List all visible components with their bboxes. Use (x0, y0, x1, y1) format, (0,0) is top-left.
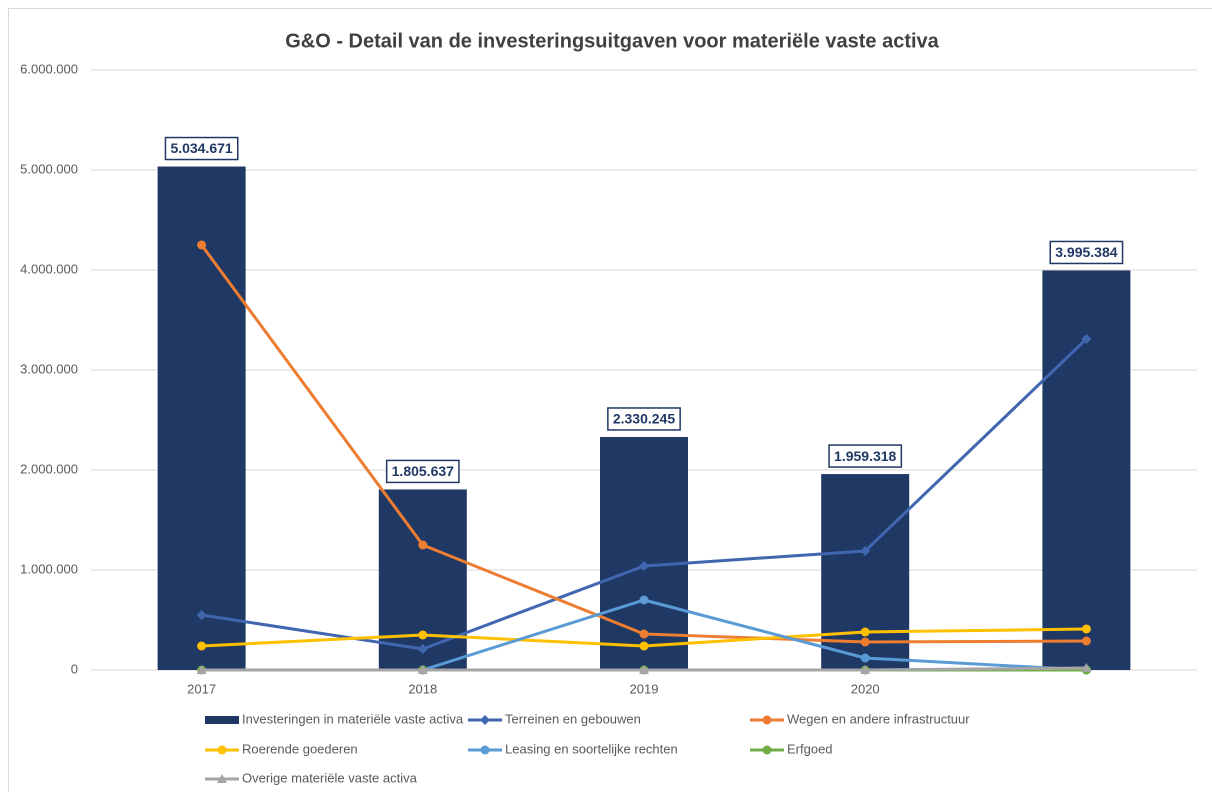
line-marker (639, 561, 649, 571)
data-label-group: 2.330.245 (607, 407, 681, 431)
x-tick-label: 2019 (630, 681, 659, 696)
data-label: 1.959.318 (834, 448, 896, 464)
line-marker (860, 653, 870, 663)
legend-marker (480, 715, 490, 725)
line-marker (860, 627, 870, 637)
line-marker (1081, 624, 1091, 634)
line-marker (860, 546, 871, 556)
legend-marker (762, 745, 772, 755)
data-label-box (1049, 240, 1124, 265)
legend-marker (217, 774, 227, 783)
y-tick-label: 5.000.000 (20, 161, 78, 176)
legend-label: Wegen en andere infrastructuur (787, 711, 970, 726)
data-label: 1.805.637 (392, 463, 454, 479)
legend-label: Terreinen en gebouwen (505, 711, 641, 726)
data-label-group: 1.959.318 (828, 444, 903, 468)
legend-marker (217, 745, 227, 755)
data-label: 2.330.245 (613, 411, 675, 427)
legend-swatch (205, 716, 239, 724)
data-label-group: 5.034.671 (164, 136, 239, 161)
data-label-group: 1.805.637 (385, 459, 460, 484)
legend-label: Erfgoed (787, 741, 833, 756)
line-marker (1081, 334, 1092, 344)
line-marker (1081, 663, 1092, 672)
y-tick-label: 0 (71, 661, 78, 676)
line-marker (418, 540, 428, 550)
bar (378, 489, 467, 670)
x-tick-label: 2018 (408, 681, 437, 696)
data-label: 5.034.671 (170, 140, 232, 156)
line-marker (197, 641, 207, 651)
data-label-group: 3.995.384 (1049, 240, 1124, 265)
legend-label: Roerende goederen (242, 741, 358, 756)
line-marker (639, 595, 649, 605)
y-tick-label: 3.000.000 (20, 361, 78, 376)
bar (821, 474, 910, 670)
line-marker (196, 665, 207, 674)
line-series (422, 598, 1087, 672)
line-marker (1081, 636, 1091, 646)
y-tick-label: 4.000.000 (20, 261, 78, 276)
line-marker (197, 240, 207, 250)
legend-label: Leasing en soortelijke rechten (505, 741, 678, 756)
data-label-box (607, 407, 681, 431)
line-marker (196, 610, 207, 620)
line-marker (639, 629, 649, 639)
bar (1042, 270, 1131, 670)
y-tick-label: 1.000.000 (20, 561, 78, 576)
legend-label: Overige materiële vaste activa (242, 770, 418, 785)
line-marker (860, 637, 870, 647)
legend-marker (480, 745, 490, 755)
line-marker (417, 644, 428, 654)
chart-frame (8, 8, 1212, 792)
line-marker (639, 641, 649, 651)
y-tick-label: 6.000.000 (20, 61, 78, 76)
line-marker (639, 665, 649, 674)
legend-marker (762, 715, 772, 725)
line-marker (418, 630, 428, 640)
data-label-box (828, 444, 903, 468)
line-marker (417, 665, 428, 674)
data-label: 3.995.384 (1055, 244, 1117, 260)
bar (157, 166, 246, 670)
legend-label: Investeringen in materiële vaste activa (242, 711, 464, 726)
x-tick-label: 2017 (187, 681, 216, 696)
x-tick-label: 2020 (851, 681, 880, 696)
y-tick-label: 2.000.000 (20, 461, 78, 476)
data-label-box (164, 136, 239, 161)
chart-title: G&O - Detail van de investeringsuitgaven… (285, 30, 939, 52)
line-marker (860, 665, 871, 674)
data-label-box (385, 459, 460, 484)
